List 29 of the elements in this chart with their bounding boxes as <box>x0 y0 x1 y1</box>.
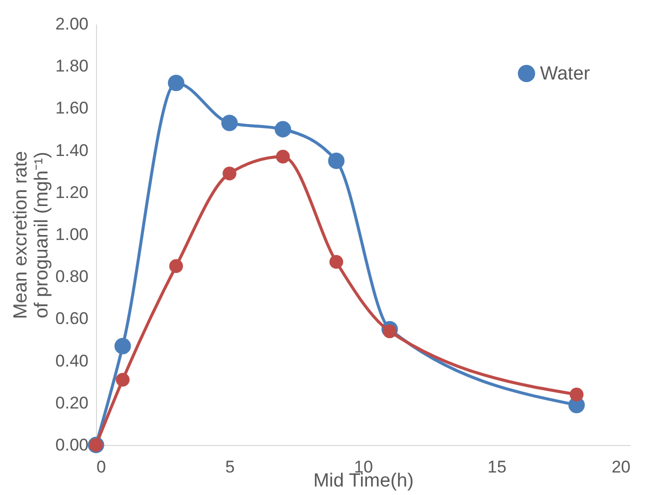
x-tick-label: 20 <box>612 458 630 476</box>
point <box>114 338 131 354</box>
point <box>274 121 292 138</box>
point <box>329 254 344 269</box>
y-tick-label: 1.00 <box>55 225 88 244</box>
y-tick-label: 0.80 <box>55 267 88 286</box>
point <box>276 150 290 164</box>
point <box>328 152 345 170</box>
legend-label: Water <box>540 64 591 84</box>
point <box>222 166 236 180</box>
y-tick-label: 0.20 <box>55 393 88 412</box>
y-tick-label: 0.60 <box>55 309 88 328</box>
x-tick-label: 5 <box>225 458 235 476</box>
point <box>168 74 184 92</box>
y-tick-label: 1.60 <box>55 98 88 118</box>
y-tick-label: 0.40 <box>55 351 88 370</box>
point <box>570 388 584 402</box>
point <box>382 324 397 338</box>
y-tick-label: 2.00 <box>55 14 88 34</box>
y-axis-title: Mean excretion rate of proguanil (mgh⁻¹) <box>10 151 52 319</box>
point <box>221 114 238 132</box>
point <box>169 259 183 273</box>
y-tick-label: 1.20 <box>55 182 88 202</box>
x-tick-label: 0 <box>96 458 106 476</box>
y-tick-label: 1.80 <box>55 56 88 76</box>
y-tick-label: 0.00 <box>55 436 88 454</box>
y-tick-label: 1.40 <box>55 140 88 160</box>
point <box>116 372 130 387</box>
x-tick-label: 15 <box>488 458 506 476</box>
